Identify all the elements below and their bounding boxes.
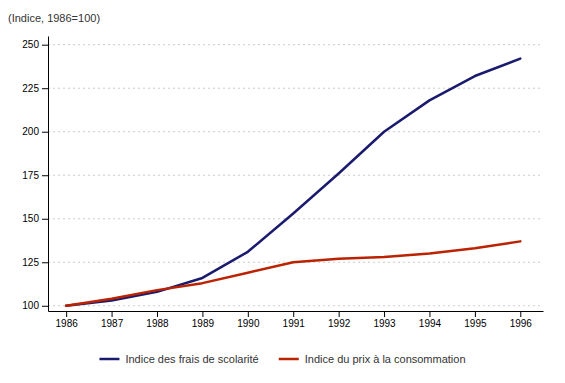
tick-label: 175 <box>22 170 39 181</box>
tick-label: 1986 <box>56 318 79 329</box>
tick-label: 1988 <box>146 318 169 329</box>
tick-label: 250 <box>22 39 39 50</box>
tick-label: 100 <box>22 300 39 311</box>
tick-mark <box>157 311 158 317</box>
tick: 1987 <box>101 311 124 329</box>
legend-label: Indice des frais de scolarité <box>125 353 258 365</box>
y-axis-line <box>48 37 49 312</box>
tick-mark <box>475 311 476 317</box>
tick: 175 <box>22 170 48 181</box>
tick-mark <box>66 311 67 317</box>
tick-label: 125 <box>22 257 39 268</box>
tick-label: 1994 <box>419 318 442 329</box>
tick: 1991 <box>283 311 306 329</box>
tick-mark <box>42 306 48 307</box>
tick-label: 1991 <box>283 318 306 329</box>
tick-mark <box>42 132 48 133</box>
legend-label: Indice du prix à la consommation <box>305 353 466 365</box>
tick-mark <box>429 311 430 317</box>
tick-label: 150 <box>22 213 39 224</box>
tick: 1996 <box>510 311 533 329</box>
tick-label: 1995 <box>464 318 487 329</box>
tick-mark <box>42 45 48 46</box>
x-axis: 1986 1987 1988 1989 1990 1991 1992 1993 1994 1995… <box>49 311 544 329</box>
grid-line <box>48 305 543 306</box>
tick-label: 225 <box>22 83 39 94</box>
tick: 1989 <box>192 311 215 329</box>
tick-mark <box>520 311 521 317</box>
tick-mark <box>248 311 249 317</box>
tick: 100 <box>22 300 48 311</box>
tick-label: 1987 <box>101 318 124 329</box>
tick-label: 1993 <box>373 318 396 329</box>
grid-line <box>48 175 543 176</box>
tick-label: 1989 <box>192 318 215 329</box>
tick: 1994 <box>419 311 442 329</box>
tick-label: 1990 <box>237 318 260 329</box>
tick: 250 <box>22 39 48 50</box>
tick: 225 <box>22 83 48 94</box>
x-axis-line <box>49 311 544 312</box>
y-axis: 100 125 150 175 200 225 250 <box>22 37 48 312</box>
tick: 200 <box>22 126 48 137</box>
tick-mark <box>42 88 48 89</box>
tick-mark <box>42 219 48 220</box>
lines <box>66 59 520 306</box>
grid-line <box>48 218 543 219</box>
tick: 1986 <box>56 311 79 329</box>
tick-mark <box>293 311 294 317</box>
chart: 1986 1987 1988 1989 1990 1991 1992 1993 1994 1995… <box>0 0 565 383</box>
legend: Indice des frais de scolarité Indice du p… <box>99 353 465 365</box>
tick: 125 <box>22 257 48 268</box>
tick-mark <box>42 262 48 263</box>
series-line <box>66 241 520 305</box>
grid-line <box>48 44 543 45</box>
tick: 1993 <box>373 311 396 329</box>
tick-mark <box>339 311 340 317</box>
plot: 1986 1987 1988 1989 1990 1991 1992 1993 1994 1995… <box>22 37 543 330</box>
tick-label: 1996 <box>510 318 533 329</box>
tick: 150 <box>22 213 48 224</box>
grid-line <box>48 131 543 132</box>
tick: 1990 <box>237 311 260 329</box>
tick-mark <box>384 311 385 317</box>
series-line <box>66 59 520 306</box>
tick-mark <box>42 175 48 176</box>
tick: 1988 <box>146 311 169 329</box>
grid-line <box>48 88 543 89</box>
tick: 1992 <box>328 311 351 329</box>
tick: 1995 <box>464 311 487 329</box>
tick-label: 200 <box>22 126 39 137</box>
tick-label: 1992 <box>328 318 351 329</box>
y-axis-label: (Indice, 1986=100) <box>8 12 100 24</box>
tick-mark <box>112 311 113 317</box>
legend-item: Indice des frais de scolarité <box>99 353 258 365</box>
legend-item: Indice du prix à la consommation <box>279 353 466 365</box>
grid <box>48 45 543 306</box>
legend-swatch <box>279 358 299 361</box>
tick-mark <box>202 311 203 317</box>
legend-swatch <box>99 358 119 361</box>
